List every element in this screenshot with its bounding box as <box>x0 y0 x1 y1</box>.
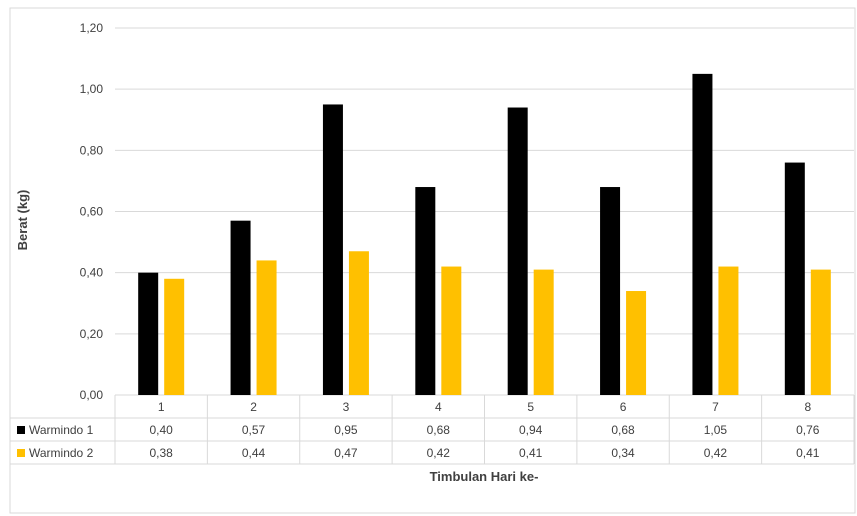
bar-warmindo-2 <box>718 266 739 395</box>
bars <box>138 73 831 396</box>
data-label: 0,47 <box>334 446 358 460</box>
data-label: 0,42 <box>427 446 451 460</box>
bar-warmindo-1 <box>507 107 528 396</box>
legend-label: Warmindo 2 <box>29 446 94 460</box>
bar-warmindo-2 <box>441 266 462 395</box>
y-tick-label: 0,80 <box>80 143 104 157</box>
y-tick-label: 1,00 <box>80 82 104 96</box>
data-label: 0,68 <box>611 423 635 437</box>
bar-warmindo-2 <box>626 291 647 395</box>
data-label: 0,41 <box>796 446 820 460</box>
y-tick-label: 0,60 <box>80 205 104 219</box>
y-tick-label: 1,20 <box>80 21 104 35</box>
x-tick-label: 6 <box>620 400 627 414</box>
x-axis-title: Timbulan Hari ke- <box>430 469 539 484</box>
legend-swatch <box>17 426 25 434</box>
data-table: 1 2 3 4 5 6 7 8 Warmindo 1 0,40 0,57 0,95 0,68 0,94 0,… <box>9 395 855 465</box>
x-tick-label: 7 <box>712 400 719 414</box>
x-tick-label: 1 <box>158 400 165 414</box>
data-label: 0,34 <box>611 446 635 460</box>
data-label: 0,40 <box>150 423 174 437</box>
x-tick-label: 5 <box>527 400 534 414</box>
bar-warmindo-2 <box>348 251 369 395</box>
y-tick-label: 0,40 <box>80 266 104 280</box>
data-label: 1,05 <box>704 423 728 437</box>
bar-warmindo-1 <box>322 104 343 395</box>
bar-warmindo-1 <box>415 187 436 395</box>
data-label: 0,42 <box>704 446 728 460</box>
bar-warmindo-1 <box>600 187 621 395</box>
y-tick-label: 0,20 <box>80 327 104 341</box>
x-tick-label: 2 <box>250 400 257 414</box>
y-tick-labels: 0,00 0,20 0,40 0,60 0,80 1,00 1,20 <box>80 21 104 402</box>
data-label: 0,94 <box>519 423 543 437</box>
x-tick-label: 4 <box>435 400 442 414</box>
y-axis-title: Berat (kg) <box>15 190 30 251</box>
x-tick-label: 3 <box>343 400 350 414</box>
y-tick-label: 0,00 <box>80 388 104 402</box>
bar-warmindo-2 <box>810 269 831 395</box>
bar-warmindo-1 <box>230 220 251 395</box>
data-label: 0,44 <box>242 446 266 460</box>
legend-label: Warmindo 1 <box>29 423 94 437</box>
data-label: 0,76 <box>796 423 820 437</box>
bar-warmindo-1 <box>138 272 159 395</box>
legend-swatch <box>17 449 25 457</box>
data-label: 0,68 <box>427 423 451 437</box>
data-label: 0,38 <box>150 446 174 460</box>
bar-warmindo-1 <box>784 162 805 395</box>
bar-warmindo-2 <box>533 269 554 395</box>
bar-warmindo-2 <box>164 278 185 395</box>
data-label: 0,57 <box>242 423 266 437</box>
x-tick-label: 8 <box>804 400 811 414</box>
data-label: 0,41 <box>519 446 543 460</box>
data-label: 0,95 <box>334 423 358 437</box>
bar-warmindo-2 <box>256 260 277 395</box>
bar-warmindo-1 <box>692 73 713 395</box>
